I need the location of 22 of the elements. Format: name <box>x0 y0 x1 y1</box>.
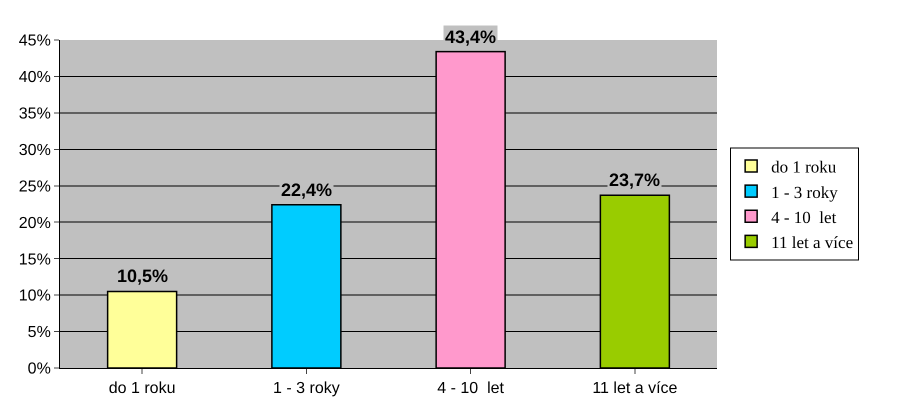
legend-label: 11 let a více <box>771 232 854 252</box>
data-label: 10,5% <box>117 266 168 286</box>
y-tick-label: 0% <box>28 360 51 378</box>
y-tick-label: 45% <box>18 32 51 50</box>
x-tick-label: 1 - 3 roky <box>273 380 340 398</box>
x-tick-label: 4 - 10 let <box>437 380 505 398</box>
y-tick-label: 25% <box>18 178 51 196</box>
legend-label: do 1 roku <box>771 158 837 177</box>
data-label: 23,7% <box>609 170 660 190</box>
y-tick-label: 10% <box>18 288 51 305</box>
y-tick-label: 40% <box>18 69 51 86</box>
y-tick-label: 15% <box>18 251 51 268</box>
data-label: 22,4% <box>281 180 332 200</box>
y-tick-label: 20% <box>18 214 51 232</box>
x-tick-label: 11 let a více <box>592 380 678 398</box>
y-tick-label: 30% <box>18 142 51 159</box>
y-tick-label: 5% <box>28 324 51 342</box>
legend-label: 4 - 10 let <box>771 208 837 227</box>
y-tick-label: 35% <box>18 105 51 122</box>
data-label: 43,4% <box>445 27 496 47</box>
x-tick-label: do 1 roku <box>108 380 176 398</box>
legend-label: 1 - 3 roky <box>771 182 838 202</box>
